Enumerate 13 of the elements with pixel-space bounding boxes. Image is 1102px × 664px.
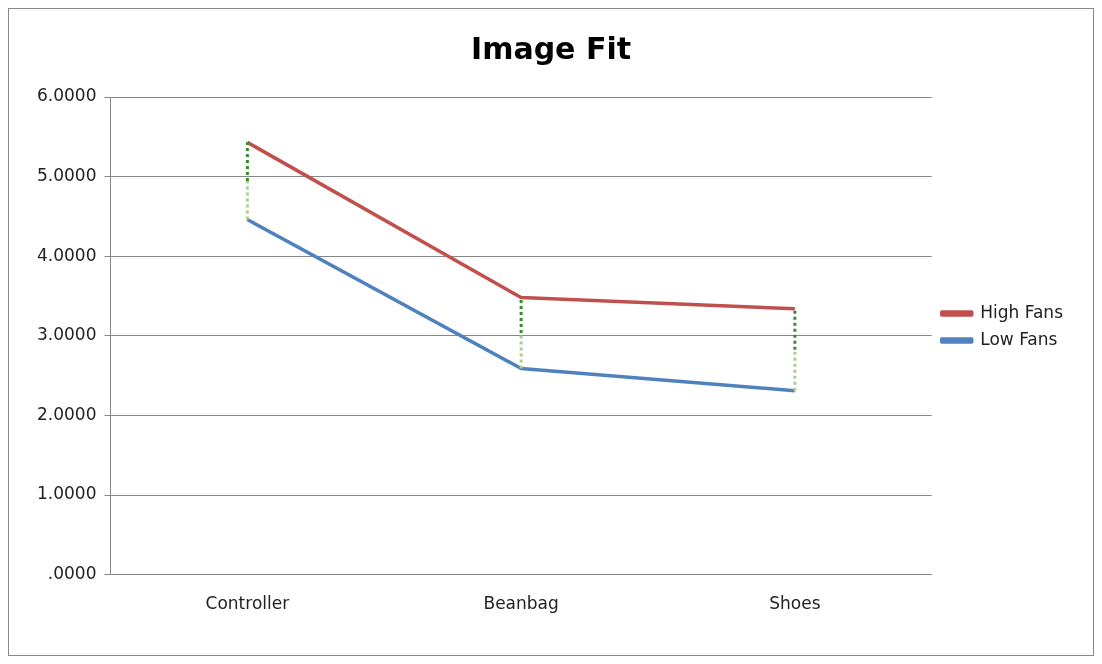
legend-label: High Fans: [980, 301, 1064, 322]
x-tick-label: Beanbag: [483, 593, 559, 614]
x-tick-label: Controller: [205, 593, 290, 614]
chart-title: Image Fit: [470, 30, 632, 66]
y-tick-label: .0000: [47, 563, 97, 584]
y-tick-label: 1.0000: [37, 483, 97, 504]
legend-label: Low Fans: [980, 328, 1058, 349]
x-tick-label: Shoes: [769, 593, 821, 614]
y-tick-label: 2.0000: [37, 403, 97, 424]
y-tick-label: 6.0000: [37, 85, 97, 106]
y-tick-label: 5.0000: [37, 165, 97, 186]
y-tick-label: 4.0000: [37, 244, 97, 265]
y-tick-label: 3.0000: [37, 324, 97, 345]
